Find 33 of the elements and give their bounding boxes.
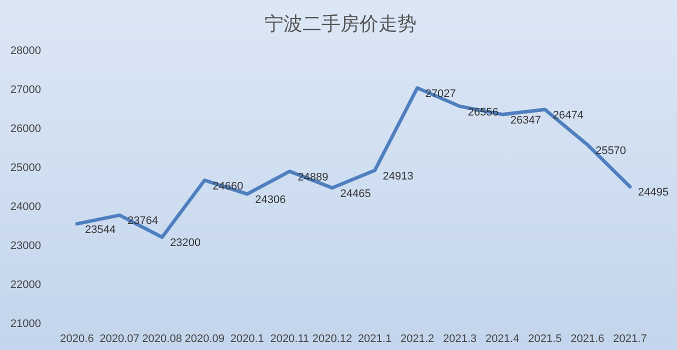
data-label: 24306 bbox=[255, 194, 286, 206]
data-label: 25570 bbox=[595, 144, 626, 157]
x-tick-label: 2021.6 bbox=[570, 333, 604, 345]
x-tick-label: 2021.3 bbox=[443, 333, 477, 345]
x-tick-label: 2020.6 bbox=[60, 333, 94, 345]
x-tick-label: 2021.4 bbox=[486, 333, 520, 345]
x-tick-label: 2021.5 bbox=[528, 333, 562, 345]
x-tick-label: 2020.1 bbox=[230, 333, 264, 345]
data-label: 24465 bbox=[340, 188, 371, 200]
chart-title: 宁波二手房价走势 bbox=[264, 13, 416, 35]
data-label: 26347 bbox=[510, 114, 541, 126]
x-tick-label: 2021.7 bbox=[613, 333, 647, 345]
x-tick-label: 2020.09 bbox=[184, 333, 224, 345]
data-label: 24913 bbox=[382, 170, 414, 182]
x-tick-label: 2020.07 bbox=[100, 333, 140, 345]
y-tick-label: 28000 bbox=[10, 45, 41, 57]
data-label: 23544 bbox=[85, 224, 116, 236]
x-tick-label: 2020.12 bbox=[312, 333, 352, 345]
x-tick-label: 2021.2 bbox=[400, 333, 434, 345]
y-tick-label: 27000 bbox=[10, 84, 41, 96]
y-tick-label: 21000 bbox=[10, 318, 41, 330]
y-tick-label: 22000 bbox=[10, 279, 41, 291]
data-label: 24495 bbox=[638, 186, 669, 199]
line-series bbox=[75, 86, 632, 239]
x-tick-label: 2020.08 bbox=[142, 333, 182, 345]
data-label: 26474 bbox=[552, 110, 584, 122]
y-tick-label: 25000 bbox=[10, 162, 41, 174]
y-tick-label: 24000 bbox=[10, 201, 41, 213]
x-tick-label: 2021.1 bbox=[358, 333, 392, 345]
data-label: 23200 bbox=[170, 237, 201, 250]
y-tick-label: 23000 bbox=[10, 240, 41, 252]
y-tick-label: 26000 bbox=[10, 123, 41, 135]
x-tick-label: 2020.11 bbox=[270, 333, 310, 345]
